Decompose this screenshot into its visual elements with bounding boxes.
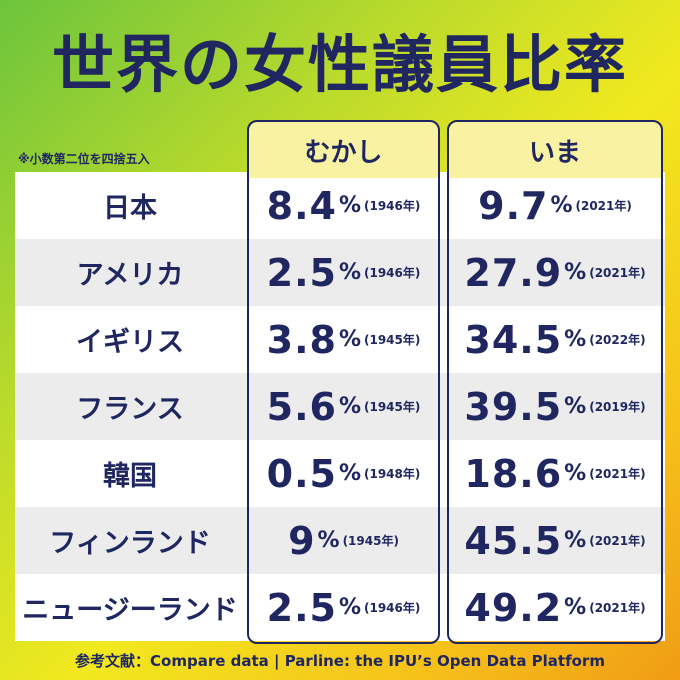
now-value-number: 9.7: [478, 183, 549, 228]
now-value-number: 34.5: [464, 317, 563, 362]
table-row: アメリカ 2.5% (1946年) 27.9% (2021年): [15, 239, 665, 306]
now-value-unit: %: [564, 528, 587, 553]
now-value: 27.9% (2021年): [449, 239, 661, 306]
table-row: ニュージーランド 2.5% (1946年) 49.2% (2021年): [15, 574, 665, 641]
rounding-note: ※小数第二位を四捨五入: [18, 152, 150, 166]
now-value-year: (2021年): [589, 266, 646, 280]
data-table: 日本 8.4% (1946年) 9.7% (2021年) アメリカ 2.5% (1946年) 2…: [15, 172, 665, 642]
now-value-year: (2021年): [575, 199, 632, 213]
past-value-number: 2.5: [266, 585, 337, 630]
table-row: フランス 5.6% (1945年) 39.5% (2019年): [15, 373, 665, 440]
past-value: 5.6% (1945年): [249, 373, 438, 440]
past-value-unit: %: [338, 260, 361, 285]
now-value-unit: %: [564, 394, 587, 419]
table-row: フィンランド 9% (1945年) 45.5% (2021年): [15, 507, 665, 574]
past-value-unit: %: [338, 193, 361, 218]
past-value: 0.5% (1948年): [249, 440, 438, 507]
now-value-year: (2019年): [589, 400, 646, 414]
country-label: フィンランド: [49, 528, 211, 559]
past-value: 3.8% (1945年): [249, 306, 438, 373]
now-value-unit: %: [564, 461, 587, 486]
now-value-year: (2022年): [589, 333, 646, 347]
now-value: 39.5% (2019年): [449, 373, 661, 440]
past-value-number: 2.5: [266, 250, 337, 295]
past-value-year: (1945年): [342, 534, 399, 548]
now-value-unit: %: [550, 193, 573, 218]
country-label: 日本: [103, 193, 157, 224]
country-label: イギリス: [76, 327, 184, 358]
now-value: 18.6% (2021年): [449, 440, 661, 507]
now-value-year: (2021年): [589, 601, 646, 615]
now-value-unit: %: [564, 260, 587, 285]
now-value-year: (2021年): [589, 467, 646, 481]
country-label: ニュージーランド: [22, 595, 238, 626]
now-value: 9.7% (2021年): [449, 172, 661, 239]
past-value-unit: %: [338, 327, 361, 352]
past-value-number: 0.5: [266, 451, 337, 496]
country-label: フランス: [76, 394, 184, 425]
now-value-year: (2021年): [589, 534, 646, 548]
country-label: アメリカ: [76, 260, 184, 291]
past-value-unit: %: [338, 461, 361, 486]
country-label: 韓国: [103, 461, 157, 492]
past-value-year: (1945年): [364, 400, 421, 414]
past-value-year: (1946年): [364, 601, 421, 615]
now-value-unit: %: [564, 327, 587, 352]
past-value-number: 9: [288, 518, 316, 563]
now-value: 49.2% (2021年): [449, 574, 661, 641]
table-row: 日本 8.4% (1946年) 9.7% (2021年): [15, 172, 665, 239]
now-value-number: 45.5: [464, 518, 563, 563]
past-value-number: 8.4: [266, 183, 337, 228]
table-row: イギリス 3.8% (1945年) 34.5% (2022年): [15, 306, 665, 373]
past-value: 8.4% (1946年): [249, 172, 438, 239]
past-value-unit: %: [338, 595, 361, 620]
now-value-number: 49.2: [464, 585, 563, 630]
past-value-year: (1946年): [364, 266, 421, 280]
past-value: 2.5% (1946年): [249, 574, 438, 641]
past-value: 2.5% (1946年): [249, 239, 438, 306]
past-value-year: (1948年): [364, 467, 421, 481]
now-value-number: 39.5: [464, 384, 563, 429]
now-value-number: 18.6: [464, 451, 563, 496]
column-header-past: むかし: [249, 122, 438, 178]
now-value: 34.5% (2022年): [449, 306, 661, 373]
past-value-number: 3.8: [266, 317, 337, 362]
now-value-unit: %: [564, 595, 587, 620]
page-title: 世界の女性議員比率: [51, 28, 628, 101]
table-row: 韓国 0.5% (1948年) 18.6% (2021年): [15, 440, 665, 507]
past-value-number: 5.6: [266, 384, 337, 429]
past-value-year: (1945年): [364, 333, 421, 347]
now-value: 45.5% (2021年): [449, 507, 661, 574]
now-value-number: 27.9: [464, 250, 563, 295]
past-value-unit: %: [338, 394, 361, 419]
column-header-now: いま: [449, 122, 661, 178]
source-footer: 参考文献：Compare data | Parline: the IPU’s O…: [75, 652, 605, 670]
past-value: 9% (1945年): [249, 507, 438, 574]
past-value-year: (1946年): [364, 199, 421, 213]
past-value-unit: %: [317, 528, 340, 553]
